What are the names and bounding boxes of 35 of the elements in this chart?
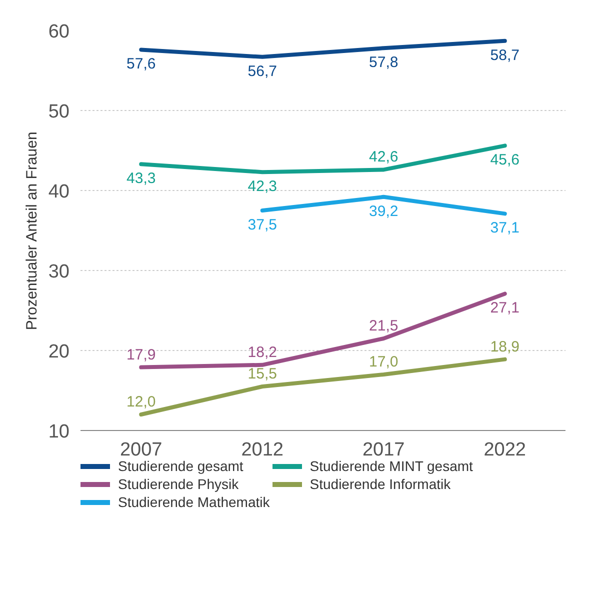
data-label: 57,8 bbox=[369, 54, 398, 72]
data-label: 58,7 bbox=[490, 46, 520, 64]
y-axis-title: Prozentualer Anteil an Frauen bbox=[23, 132, 40, 330]
y-tick-label: 60 bbox=[48, 22, 70, 42]
data-label: 18,9 bbox=[490, 338, 520, 356]
data-label: 37,1 bbox=[490, 220, 520, 237]
x-tick-label: 2017 bbox=[362, 440, 405, 460]
data-label: 45,6 bbox=[490, 152, 520, 169]
legend-label: Studierende Mathematik bbox=[118, 494, 270, 510]
data-label: 37,5 bbox=[248, 216, 277, 234]
y-tick-label: 30 bbox=[48, 262, 70, 282]
legend-label: Studierende Physik bbox=[118, 476, 239, 492]
legend-label: Studierende Informatik bbox=[310, 476, 451, 492]
data-label: 57,6 bbox=[126, 56, 156, 73]
y-tick-label: 10 bbox=[48, 422, 70, 442]
y-tick-label: 20 bbox=[48, 342, 70, 362]
data-label: 15,5 bbox=[248, 366, 277, 382]
data-label: 17,0 bbox=[369, 354, 398, 370]
data-label: 12,0 bbox=[126, 394, 156, 410]
legend-label: Studierende MINT gesamt bbox=[310, 458, 473, 474]
data-label: 21,5 bbox=[369, 318, 398, 334]
y-tick-label: 40 bbox=[48, 182, 70, 202]
data-label: 43,3 bbox=[126, 170, 156, 188]
data-label: 18,2 bbox=[248, 344, 277, 361]
data-label: 56,7 bbox=[248, 62, 277, 80]
legend-label: Studierende gesamt bbox=[118, 458, 244, 474]
data-label: 39,2 bbox=[369, 202, 398, 220]
x-tick-label: 2007 bbox=[120, 440, 162, 460]
data-label: 42,6 bbox=[369, 148, 398, 166]
data-label: 27,1 bbox=[490, 300, 520, 317]
data-label: 42,3 bbox=[248, 178, 277, 196]
y-tick-label: 50 bbox=[48, 102, 70, 122]
x-tick-label: 2012 bbox=[241, 440, 284, 460]
x-tick-label: 2022 bbox=[484, 440, 526, 460]
data-label: 17,9 bbox=[126, 346, 156, 364]
